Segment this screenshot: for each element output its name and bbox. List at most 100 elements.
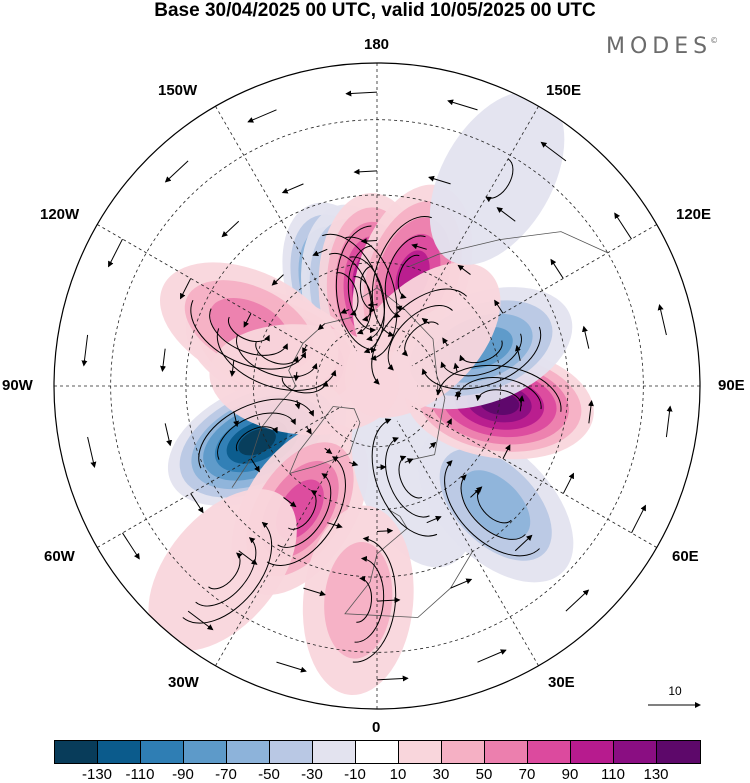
colorbar-tick-label: 110 [601, 766, 625, 783]
colorbar-tick-label: -110 [125, 766, 155, 783]
wind-arrow [305, 426, 312, 435]
wind-arrow [293, 371, 300, 382]
streamline [198, 398, 314, 469]
streamline [195, 537, 257, 607]
wind-arrow [345, 90, 378, 97]
coastline [361, 287, 446, 461]
lon-label-120e: 120E [676, 206, 712, 223]
lon-label-150w: 150W [158, 82, 198, 99]
lon-label-180: 180 [364, 36, 390, 53]
lon-label-90w: 90W [2, 377, 33, 394]
wind-arrow [221, 220, 240, 238]
anomaly-contour [148, 489, 297, 651]
wind-arrow [349, 460, 359, 467]
wind-arrow [514, 534, 533, 552]
colorbar-tick-label: 130 [643, 766, 669, 783]
wind-arrow [294, 400, 301, 410]
colorbar-tick-label: -90 [172, 766, 194, 783]
meridian-line [215, 106, 358, 352]
streamline [335, 272, 359, 316]
streamline [371, 216, 432, 337]
latitude-line [315, 324, 439, 448]
colorbar-tick-label: -50 [258, 766, 280, 783]
colorbar-swatch [399, 741, 442, 763]
streamline [371, 288, 468, 385]
wind-arrow [243, 313, 252, 328]
wind-arrow [187, 610, 214, 631]
streamline [228, 316, 270, 343]
wind-arrow [164, 423, 173, 447]
wind-arrow [353, 168, 378, 175]
wind-arrow [518, 395, 525, 412]
wind-arrow [360, 238, 378, 245]
streamlines [81, 90, 673, 682]
wind-arrow [454, 390, 461, 401]
wind-arrow [550, 258, 564, 279]
lon-label-30w: 30W [168, 674, 199, 691]
streamline [398, 455, 423, 499]
streamline [385, 437, 430, 518]
streamline [208, 552, 243, 590]
lon-label-0: 0 [372, 719, 381, 736]
wind-arrow [540, 141, 567, 162]
wind-arrow [312, 248, 328, 257]
wind-arrow [446, 418, 452, 427]
streamline [371, 418, 438, 537]
latitude-line [185, 194, 569, 578]
colorbar-swatch [485, 741, 528, 763]
streamline [335, 225, 377, 354]
wind-arrow [502, 444, 511, 459]
streamline [288, 490, 318, 530]
colorbar-swatch [614, 741, 657, 763]
streamline [277, 473, 332, 548]
coastline [344, 508, 473, 618]
wind-arrow [453, 362, 460, 372]
streamline [397, 254, 420, 299]
wind-arrow [442, 337, 449, 346]
streamline [384, 235, 426, 318]
wind-arrow [340, 308, 350, 314]
streamline [356, 575, 373, 623]
streamline [236, 335, 318, 378]
wind-arrow [421, 317, 430, 325]
colorbar-swatch [657, 741, 700, 763]
colorbar-swatch [141, 741, 184, 763]
lon-label-60w: 60W [44, 548, 75, 565]
streamline [459, 340, 503, 364]
wind-arrow [250, 458, 260, 473]
anomaly-contour [238, 428, 276, 456]
wind-arrow [631, 504, 646, 534]
wind-arrow [496, 207, 516, 222]
wind-arrow [229, 360, 236, 377]
wind-arrow [665, 405, 673, 438]
wind-arrow [376, 675, 409, 682]
lon-label-150e: 150E [546, 82, 582, 99]
streamline [352, 535, 397, 663]
colorbar-swatch [356, 741, 399, 763]
streamline [460, 474, 526, 540]
wind-arrow [283, 497, 297, 508]
wind-arrow [327, 522, 343, 529]
wind-arrow [281, 183, 304, 194]
wind-arrow [376, 597, 401, 604]
streamline [353, 276, 373, 322]
streamline [387, 305, 453, 371]
meridian-line [396, 420, 539, 666]
streamline [444, 460, 540, 557]
streamline [485, 158, 514, 203]
streamline [190, 299, 306, 370]
wind-arrow [302, 345, 308, 354]
meridian-line [411, 405, 657, 548]
streamline [455, 377, 542, 410]
anomaly-contour [429, 91, 565, 265]
map-border [53, 62, 701, 710]
wind-arrow [470, 486, 483, 498]
streamline [474, 488, 512, 524]
wind-arrow [411, 243, 427, 250]
brand-name: MODES [606, 34, 713, 59]
wind-arrow [426, 515, 442, 524]
colorbar-tick-label: -30 [301, 766, 323, 783]
colorbar-tick-label: -130 [81, 766, 113, 783]
wind-arrow [376, 527, 394, 534]
wind-arrow [271, 274, 284, 286]
